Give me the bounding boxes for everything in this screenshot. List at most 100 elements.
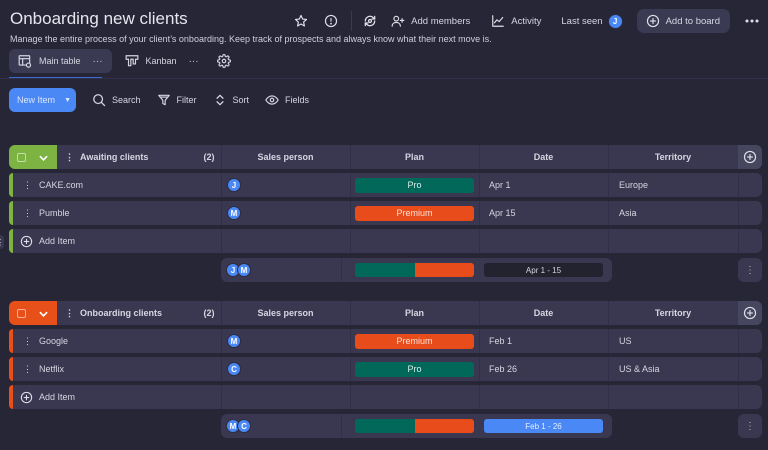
date-cell[interactable]: Feb 1 — [489, 336, 513, 346]
avatar[interactable]: J — [227, 178, 241, 192]
item-name[interactable]: Netflix — [39, 364, 65, 374]
add-item-row[interactable]: Add Item — [9, 229, 762, 253]
avatar[interactable]: M — [226, 419, 240, 433]
column-header-sales-person[interactable]: Sales person — [257, 308, 314, 318]
date-cell[interactable]: Apr 15 — [489, 208, 516, 218]
group-count: (2) — [203, 152, 215, 162]
sort-icon — [212, 92, 228, 108]
territory-cell[interactable]: US & Asia — [619, 364, 660, 374]
group-count: (2) — [203, 308, 215, 318]
new-item-button[interactable]: New Item ▼ — [9, 88, 76, 112]
column-header-territory[interactable]: Territory — [654, 308, 692, 318]
tab-main-table[interactable]: Main table ··· — [9, 49, 112, 73]
column-header-sales-person[interactable]: Sales person — [257, 152, 314, 162]
drag-handle-icon[interactable]: ⋮ — [65, 151, 74, 162]
group-color-block — [9, 301, 57, 325]
item-name[interactable]: Pumble — [39, 208, 70, 218]
row-drag-handle-icon[interactable]: ⋮ — [23, 363, 32, 374]
divider — [479, 145, 480, 169]
territory-cell[interactable]: Europe — [619, 180, 649, 190]
column-header-date[interactable]: Date — [533, 308, 554, 318]
sidebar-drag-handle-icon[interactable]: ⋮ — [0, 235, 5, 249]
last-seen[interactable]: Last seen J — [561, 13, 623, 29]
more-options-icon[interactable] — [744, 13, 760, 29]
date-range-summary[interactable]: Apr 1 - 15 — [484, 263, 603, 277]
item-name[interactable]: CAKE.com — [39, 180, 84, 190]
territory-cell[interactable]: Asia — [619, 208, 637, 218]
column-header-plan[interactable]: Plan — [404, 152, 424, 162]
plan-status-pill[interactable]: Premium — [355, 333, 474, 349]
sort-button[interactable]: Sort — [212, 92, 249, 108]
sync-icon[interactable] — [362, 13, 378, 29]
avatar[interactable]: C — [237, 419, 251, 433]
group-menu-button[interactable]: ⋮ — [738, 258, 762, 282]
add-item-row[interactable]: Add Item — [9, 385, 762, 409]
fields-button[interactable]: Fields — [264, 92, 309, 108]
add-item-label[interactable]: Add Item — [39, 392, 76, 402]
date-range-summary[interactable]: Feb 1 - 26 — [484, 419, 603, 433]
divider — [608, 173, 609, 197]
tab-menu-dots[interactable]: ··· — [188, 55, 199, 67]
add-item-label[interactable]: Add Item — [39, 236, 76, 246]
settings-gear-icon[interactable] — [216, 53, 232, 69]
drag-handle-icon[interactable]: ⋮ — [65, 307, 74, 318]
territory-cell[interactable]: US — [619, 336, 632, 346]
add-column-button[interactable] — [738, 145, 762, 169]
avatar[interactable]: M — [227, 206, 241, 220]
plan-premium-segment — [414, 419, 474, 433]
tab-kanban[interactable]: Kanban ··· — [116, 49, 208, 73]
group-color-bar — [9, 173, 13, 197]
plan-distribution-bar[interactable] — [355, 263, 474, 277]
column-header-territory[interactable]: Territory — [654, 152, 692, 162]
select-all-checkbox[interactable] — [17, 308, 26, 318]
row-drag-handle-icon[interactable]: ⋮ — [23, 179, 32, 190]
avatar[interactable]: C — [227, 362, 241, 376]
date-cell[interactable]: Apr 1 — [489, 180, 511, 190]
avatar[interactable]: M — [237, 263, 251, 277]
star-icon[interactable] — [293, 13, 309, 29]
tab-label: Kanban — [145, 56, 177, 66]
sales-summary: J M — [226, 263, 251, 277]
column-header-plan[interactable]: Plan — [404, 308, 424, 318]
tab-label: Main table — [39, 56, 81, 66]
row-drag-handle-icon[interactable]: ⋮ — [23, 335, 32, 346]
table-row[interactable]: ⋮ Pumble M Premium Apr 15 Asia — [9, 201, 762, 225]
page-title: Onboarding new clients — [10, 9, 188, 28]
add-members-button[interactable]: Add members — [390, 13, 470, 29]
collapse-chevron-icon[interactable] — [39, 148, 48, 166]
plus-circle-icon — [743, 150, 757, 164]
add-to-board-button[interactable]: Add to board — [636, 9, 730, 33]
tab-menu-dots[interactable]: ··· — [92, 55, 103, 67]
divider — [608, 201, 609, 225]
row-drag-handle-icon[interactable]: ⋮ — [23, 207, 32, 218]
column-header-date[interactable]: Date — [533, 152, 554, 162]
chevron-down-icon[interactable]: ▼ — [64, 96, 71, 104]
divider — [221, 201, 222, 225]
filter-button[interactable]: Filter — [156, 92, 197, 108]
avatar[interactable]: M — [227, 334, 241, 348]
plan-status-pill[interactable]: Premium — [355, 205, 474, 221]
activity-button[interactable]: Activity — [490, 13, 541, 29]
group-header: ⋮ Awaiting clients (2) Sales person Plan… — [9, 145, 762, 169]
add-column-button[interactable] — [738, 301, 762, 325]
collapse-chevron-icon[interactable] — [39, 304, 48, 322]
plan-distribution-bar[interactable] — [355, 419, 474, 433]
select-all-checkbox[interactable] — [17, 152, 26, 162]
group-title-cell[interactable]: ⋮ Awaiting clients — [65, 145, 215, 169]
group-menu-button[interactable]: ⋮ — [738, 414, 762, 438]
item-name[interactable]: Google — [39, 336, 69, 346]
search-button[interactable]: Search — [91, 92, 141, 108]
table-row[interactable]: ⋮ CAKE.com J Pro Apr 1 Europe — [9, 173, 762, 197]
table-row[interactable]: ⋮ Google M Premium Feb 1 US — [9, 329, 762, 353]
date-cell[interactable]: Feb 26 — [489, 364, 518, 374]
plan-status-pill[interactable]: Pro — [355, 177, 474, 193]
group-summary-row: J M Apr 1 - 15 — [221, 258, 612, 282]
eye-icon — [264, 92, 280, 108]
info-icon[interactable] — [323, 13, 339, 29]
divider — [479, 229, 480, 253]
plan-status-pill[interactable]: Pro — [355, 361, 474, 377]
add-to-board-label: Add to board — [665, 15, 720, 27]
group-title-cell[interactable]: ⋮ Onboarding clients — [65, 301, 215, 325]
table-row[interactable]: ⋮ Netflix C Pro Feb 26 US & Asia — [9, 357, 762, 381]
divider — [221, 173, 222, 197]
